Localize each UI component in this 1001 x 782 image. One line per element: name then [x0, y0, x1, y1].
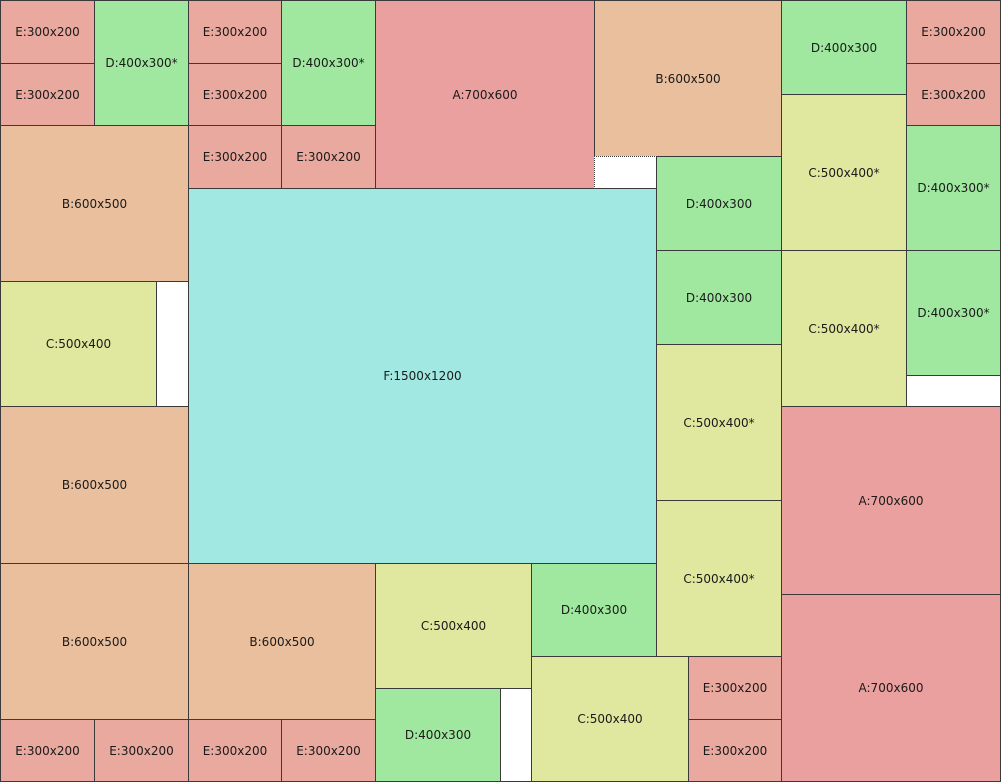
packed-rect-e: E:300x200 — [906, 0, 1001, 64]
packed-rect-b: B:600x500 — [0, 125, 189, 282]
packed-rect-d: D:400x300 — [656, 156, 782, 251]
empty-space — [594, 156, 657, 189]
packed-rect-b: B:600x500 — [594, 0, 782, 157]
packed-rect-e: E:300x200 — [94, 719, 189, 782]
packed-rect-a: A:700x600 — [375, 0, 595, 189]
packed-rect-c: C:500x400* — [656, 500, 782, 657]
packed-rect-e: E:300x200 — [281, 719, 376, 782]
packed-rect-d: D:400x300 — [531, 563, 657, 657]
packed-rect-e: E:300x200 — [188, 63, 282, 126]
packed-rect-d: D:400x300 — [375, 688, 501, 782]
packed-rect-b: B:600x500 — [0, 563, 189, 720]
empty-space — [156, 281, 189, 407]
packed-rect-c: C:500x400 — [375, 563, 532, 689]
packed-rect-a: A:700x600 — [781, 594, 1001, 782]
packed-rect-c: C:500x400 — [531, 656, 689, 782]
packed-rect-d: D:400x300* — [281, 0, 376, 126]
packed-rect-e: E:300x200 — [906, 63, 1001, 126]
packed-rect-e: E:300x200 — [188, 0, 282, 64]
packed-rect-c: C:500x400* — [656, 344, 782, 501]
packed-rect-d: D:400x300 — [781, 0, 907, 95]
empty-space — [906, 375, 1001, 407]
packed-rect-d: D:400x300* — [906, 250, 1001, 376]
packed-rect-a: A:700x600 — [781, 406, 1001, 595]
empty-space — [500, 688, 532, 782]
packed-rect-e: E:300x200 — [281, 125, 376, 189]
packed-rect-e: E:300x200 — [188, 125, 282, 189]
packed-rect-e: E:300x200 — [188, 719, 282, 782]
packed-rect-f: F:1500x1200 — [188, 188, 657, 564]
packed-rect-d: D:400x300* — [94, 0, 189, 126]
packed-rect-c: C:500x400* — [781, 94, 907, 251]
packed-rect-e: E:300x200 — [0, 719, 95, 782]
packed-rect-c: C:500x400* — [781, 250, 907, 407]
packed-rect-e: E:300x200 — [0, 0, 95, 64]
packed-rect-b: B:600x500 — [188, 563, 376, 720]
packed-rect-e: E:300x200 — [688, 656, 782, 720]
packed-rect-c: C:500x400 — [0, 281, 157, 407]
packed-rect-d: D:400x300* — [906, 125, 1001, 251]
packed-rect-e: E:300x200 — [0, 63, 95, 126]
packed-rect-e: E:300x200 — [688, 719, 782, 782]
packed-rect-b: B:600x500 — [0, 406, 189, 564]
packed-rect-d: D:400x300 — [656, 250, 782, 345]
